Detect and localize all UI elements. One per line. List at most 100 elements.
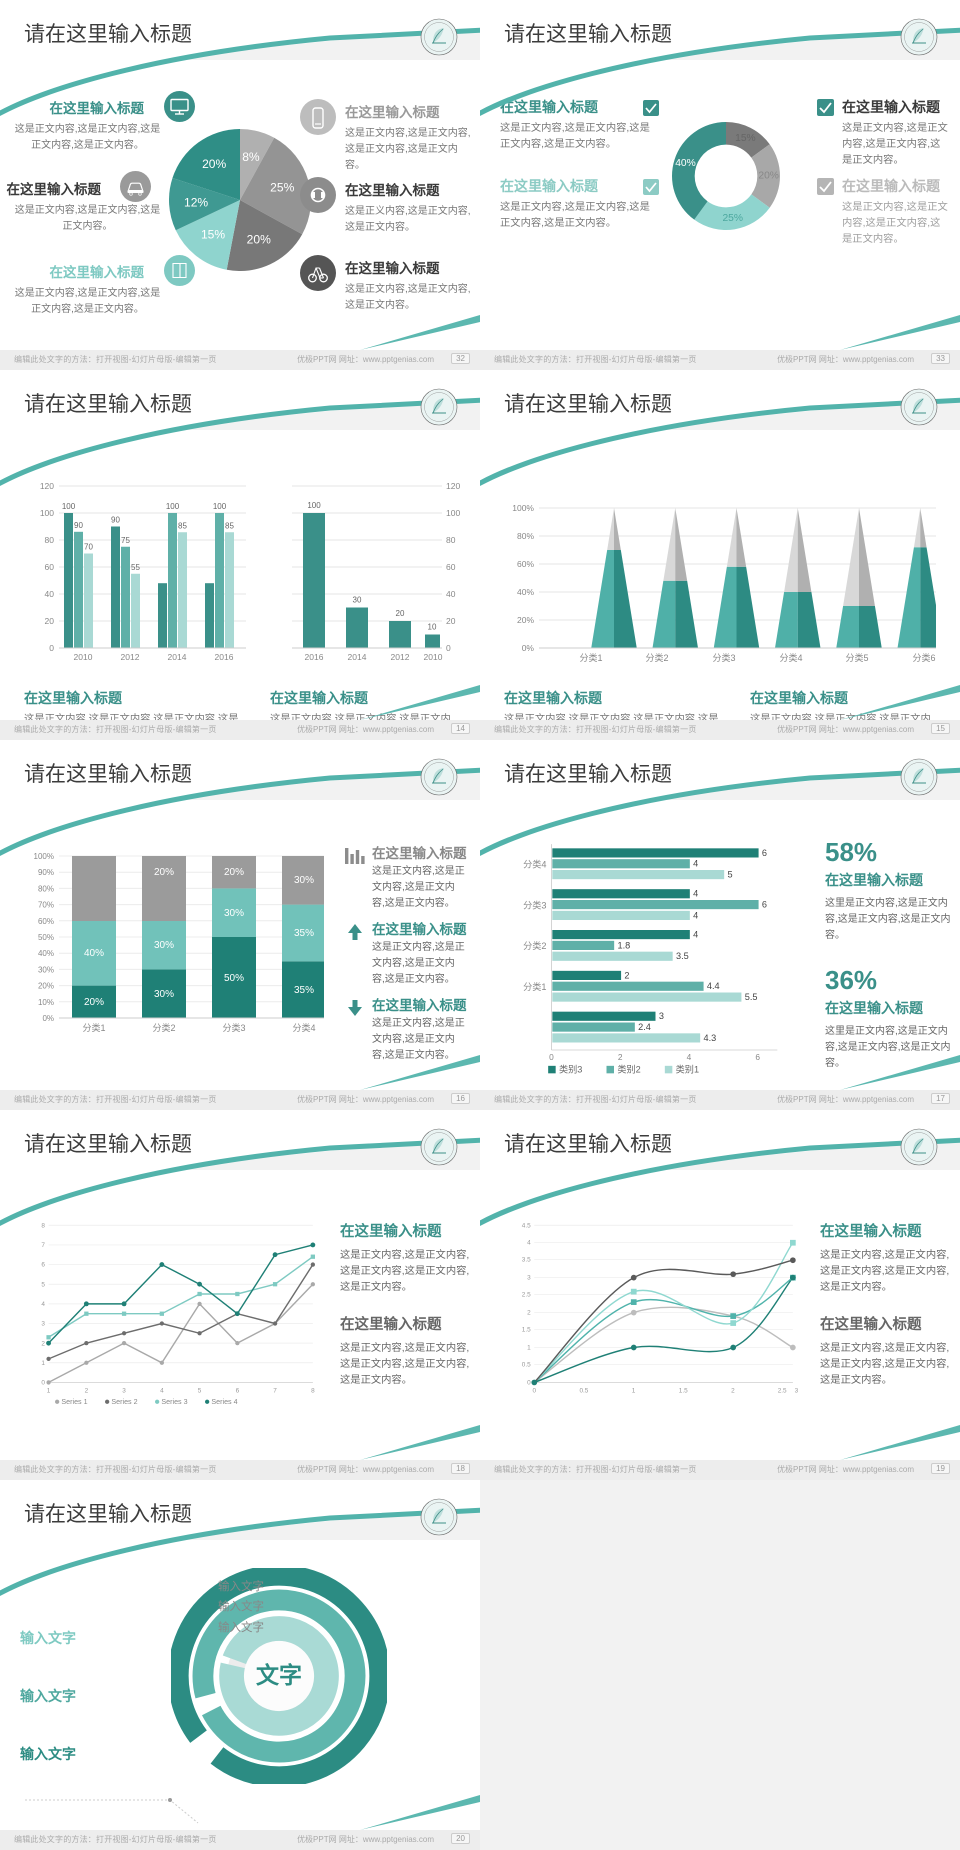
svg-text:20: 20: [446, 616, 456, 626]
svg-text:0: 0: [41, 1380, 45, 1387]
svg-text:4.5: 4.5: [522, 1222, 531, 1229]
svg-text:Series 4: Series 4: [211, 1398, 237, 1404]
svg-text:100: 100: [62, 502, 76, 511]
svg-text:0: 0: [49, 643, 54, 653]
svg-text:分类1: 分类1: [579, 652, 602, 663]
svg-text:1: 1: [632, 1387, 636, 1394]
svg-text:1: 1: [527, 1345, 531, 1352]
svg-text:类别3: 类别3: [559, 1064, 582, 1075]
svg-text:100%: 100%: [34, 852, 54, 861]
svg-text:分类3: 分类3: [222, 1022, 245, 1033]
svg-text:4: 4: [160, 1387, 164, 1394]
svg-text:70: 70: [84, 543, 93, 552]
svg-text:20%: 20%: [154, 867, 174, 878]
svg-text:100: 100: [40, 508, 54, 518]
svg-text:3.5: 3.5: [522, 1257, 531, 1264]
svg-text:1.5: 1.5: [679, 1387, 688, 1394]
svg-text:80%: 80%: [517, 531, 534, 541]
svg-text:3: 3: [527, 1275, 531, 1282]
svg-text:分类4: 分类4: [523, 859, 546, 870]
svg-text:2: 2: [41, 1340, 45, 1347]
svg-text:Series 1: Series 1: [61, 1398, 87, 1404]
svg-text:分类2: 分类2: [645, 652, 668, 663]
svg-text:40: 40: [45, 589, 55, 599]
svg-text:120: 120: [40, 481, 54, 491]
svg-text:0%: 0%: [522, 643, 535, 653]
svg-text:6: 6: [762, 848, 767, 858]
svg-text:10%: 10%: [38, 998, 54, 1007]
svg-text:60: 60: [446, 562, 456, 572]
svg-text:6: 6: [755, 1052, 760, 1062]
svg-text:5: 5: [198, 1387, 202, 1394]
svg-text:0: 0: [446, 643, 451, 653]
svg-text:90: 90: [111, 516, 120, 525]
svg-text:50%: 50%: [224, 973, 244, 984]
svg-text:5: 5: [728, 870, 733, 880]
svg-text:分类4: 分类4: [779, 652, 802, 663]
svg-text:类别2: 类别2: [617, 1064, 640, 1075]
svg-text:2014: 2014: [168, 652, 187, 662]
svg-text:120: 120: [446, 481, 460, 491]
svg-text:1: 1: [47, 1387, 51, 1394]
svg-text:2.5: 2.5: [778, 1387, 787, 1394]
svg-text:4.4: 4.4: [707, 981, 720, 991]
svg-text:2.4: 2.4: [638, 1022, 651, 1032]
svg-text:2: 2: [527, 1310, 531, 1317]
svg-text:1.8: 1.8: [618, 940, 631, 950]
svg-text:2012: 2012: [121, 652, 140, 662]
svg-text:3: 3: [122, 1387, 126, 1394]
svg-text:5: 5: [41, 1281, 45, 1288]
svg-text:80: 80: [45, 535, 55, 545]
svg-text:15%: 15%: [735, 133, 756, 144]
svg-text:3.5: 3.5: [676, 951, 689, 961]
svg-text:2016: 2016: [215, 652, 234, 662]
svg-text:20: 20: [45, 616, 55, 626]
svg-text:类别1: 类别1: [676, 1064, 699, 1075]
svg-text:100: 100: [446, 508, 460, 518]
svg-text:Series 3: Series 3: [161, 1398, 187, 1404]
svg-text:2.5: 2.5: [522, 1292, 531, 1299]
svg-text:40%: 40%: [84, 948, 104, 959]
svg-text:55: 55: [131, 563, 140, 572]
svg-text:35%: 35%: [294, 985, 314, 996]
svg-text:2: 2: [618, 1052, 623, 1062]
svg-text:分类2: 分类2: [523, 940, 546, 951]
svg-text:20%: 20%: [517, 615, 534, 625]
svg-text:30: 30: [353, 596, 362, 605]
svg-text:7: 7: [41, 1242, 45, 1249]
svg-text:2010: 2010: [74, 652, 93, 662]
svg-text:0: 0: [532, 1387, 536, 1394]
svg-text:30%: 30%: [224, 908, 244, 919]
svg-text:4: 4: [693, 910, 698, 920]
svg-text:40%: 40%: [517, 587, 534, 597]
svg-text:Series 2: Series 2: [111, 1398, 137, 1404]
svg-text:6: 6: [236, 1387, 240, 1394]
svg-text:75: 75: [121, 536, 130, 545]
svg-text:50%: 50%: [38, 933, 54, 942]
svg-text:3: 3: [659, 1011, 664, 1021]
svg-text:100: 100: [307, 501, 321, 510]
svg-text:0.5: 0.5: [579, 1387, 588, 1394]
svg-text:8: 8: [41, 1222, 45, 1229]
svg-text:2: 2: [624, 970, 629, 980]
svg-text:4: 4: [41, 1301, 45, 1308]
svg-text:20%: 20%: [224, 867, 244, 878]
svg-text:0: 0: [549, 1052, 554, 1062]
svg-text:85: 85: [225, 521, 234, 530]
svg-text:25%: 25%: [270, 180, 294, 194]
svg-text:分类2: 分类2: [152, 1022, 175, 1033]
svg-text:15%: 15%: [201, 227, 225, 241]
svg-text:20%: 20%: [758, 171, 779, 182]
svg-text:20%: 20%: [84, 997, 104, 1008]
svg-text:4.3: 4.3: [704, 1033, 717, 1043]
svg-text:60%: 60%: [38, 917, 54, 926]
svg-text:90%: 90%: [38, 868, 54, 877]
svg-text:60%: 60%: [517, 559, 534, 569]
svg-text:0: 0: [527, 1380, 531, 1387]
svg-text:40: 40: [446, 589, 456, 599]
svg-text:60: 60: [45, 562, 55, 572]
svg-text:30%: 30%: [294, 875, 314, 886]
svg-text:30%: 30%: [154, 989, 174, 1000]
svg-text:100%: 100%: [512, 503, 534, 513]
svg-text:4: 4: [693, 859, 698, 869]
